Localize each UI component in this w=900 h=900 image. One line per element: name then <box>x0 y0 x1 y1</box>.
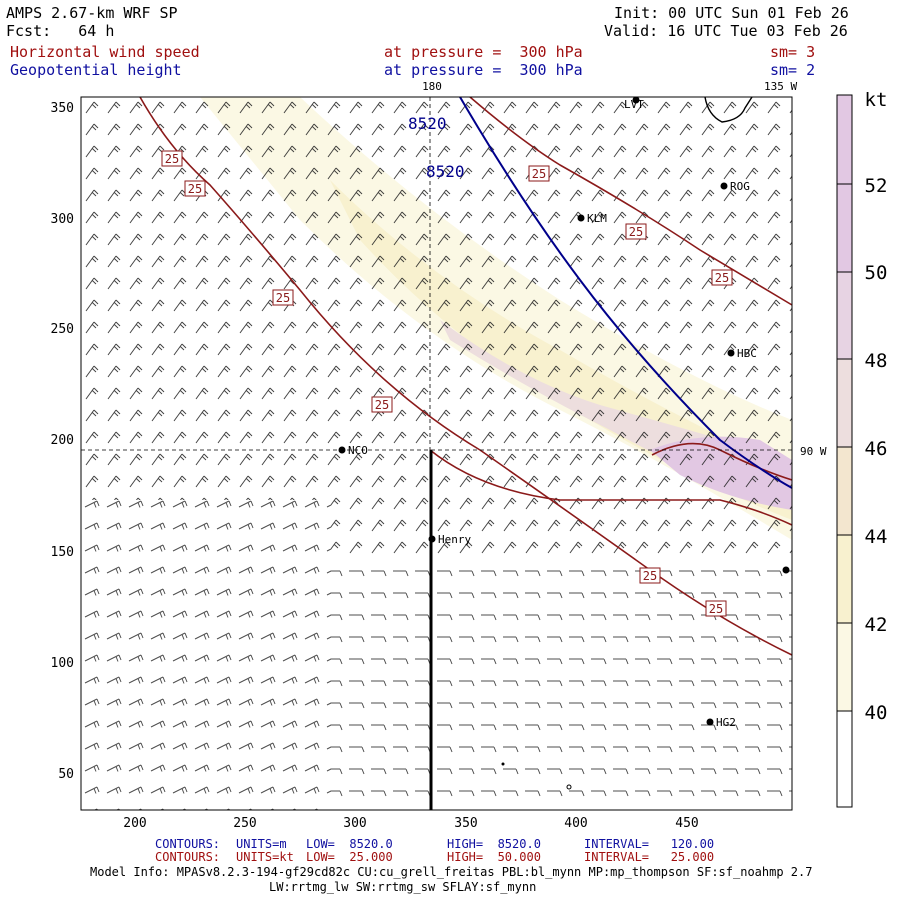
colorbar-label: 46 <box>865 438 888 460</box>
wind-label: 25 <box>715 271 729 285</box>
height-contour-8520 <box>459 97 792 489</box>
station-dot <box>428 535 436 543</box>
wind-label: 25 <box>188 182 202 196</box>
wind-high: HIGH= 50.000 <box>447 850 541 864</box>
field1-smooth: sm= 3 <box>770 43 816 61</box>
forecast-hour: Fcst: 64 h <box>6 22 115 40</box>
model-info-line2: LW:rrtmg_lw SW:rrtmg_sw SFLAY:sf_mynn <box>269 880 537 894</box>
station-dot <box>566 784 572 790</box>
height-interval: INTERVAL= 120.00 <box>584 837 715 851</box>
y-tick-label: 300 <box>51 212 74 227</box>
station-dot <box>501 762 505 766</box>
station-nco: NCO <box>348 444 368 457</box>
y-tick-label: 50 <box>58 767 74 782</box>
wind-label: 25 <box>276 291 290 305</box>
station-dot <box>577 214 585 222</box>
field1-name: Horizontal wind speed <box>10 43 200 61</box>
wind-label: 25 <box>709 602 723 616</box>
station-lvt: LVT <box>624 98 644 111</box>
y-tick-label: 200 <box>51 433 74 448</box>
wind-interval: INTERVAL= 25.000 <box>584 850 715 864</box>
valid-time: Valid: 16 UTC Tue 03 Feb 26 <box>604 22 848 40</box>
coastline <box>704 96 753 123</box>
station-klm: KLM <box>587 212 607 225</box>
wind-contour-labels: 25 25 25 25 25 25 25 25 25 <box>161 150 733 617</box>
height-label: 8520 <box>426 162 465 181</box>
lon-label-135w: 135 W <box>764 80 797 93</box>
x-tick-label: 200 <box>123 816 146 831</box>
station-dot <box>338 446 346 454</box>
x-tick-label: 450 <box>675 816 698 831</box>
colorbar-segment-44 <box>837 447 852 535</box>
height-high: HIGH= 8520.0 <box>447 837 541 851</box>
field2-smooth: sm= 2 <box>770 61 816 79</box>
station-dot <box>720 182 728 190</box>
height-contours <box>459 97 792 489</box>
height-units: UNITS=m <box>236 837 287 851</box>
height-contour-labels: 8520 8520 <box>408 114 465 181</box>
y-tick-label: 350 <box>51 101 74 116</box>
model-info-line1: Model Info: MPASv8.2.3-194-gf29cd82c CU:… <box>90 865 813 879</box>
y-tick-label: 250 <box>51 322 74 337</box>
height-label: 8520 <box>408 114 447 133</box>
wind-barbs-southwest <box>81 500 331 810</box>
colorbar-segment-48 <box>837 272 852 359</box>
stations: ROG KLM HBC NCO Henry HG2 LVT <box>338 96 790 790</box>
lon-label-180: 180 <box>422 80 442 93</box>
colorbar-label: 50 <box>865 262 888 284</box>
y-tick-label: 150 <box>51 545 74 560</box>
x-tick-label: 300 <box>343 816 366 831</box>
wind-units: UNITS=kt <box>236 850 294 864</box>
colorbar-unit: kt <box>865 89 888 111</box>
wind-label: 25 <box>165 152 179 166</box>
colorbar-segment-40 <box>837 623 852 711</box>
model-title: AMPS 2.67-km WRF SP <box>6 4 178 22</box>
station-dot <box>727 349 735 357</box>
field1-level: at pressure = 300 hPa <box>384 43 583 61</box>
station-dot <box>782 566 790 574</box>
colorbar-label: 52 <box>865 175 888 197</box>
station-dot <box>632 96 640 104</box>
station-rog: ROG <box>730 180 750 193</box>
x-axis: 200 250 300 350 400 450 <box>123 816 698 831</box>
wind-label: 25 <box>532 167 546 181</box>
wind-contours-label: CONTOURS: <box>155 850 221 864</box>
y-tick-label: 100 <box>51 656 74 671</box>
field2-name: Geopotential height <box>10 61 182 79</box>
colorbar-label: 40 <box>865 702 888 724</box>
plot-frame <box>80 96 793 811</box>
station-dot <box>706 718 714 726</box>
init-time: Init: 00 UTC Sun 01 Feb 26 <box>614 4 849 22</box>
colorbar: kt 52 50 48 46 44 42 40 <box>836 89 888 808</box>
colorbar-segment-42 <box>837 535 852 623</box>
x-tick-label: 250 <box>233 816 256 831</box>
wind-contour-c <box>429 449 792 526</box>
x-tick-label: 400 <box>564 816 587 831</box>
colorbar-label: 44 <box>865 526 888 548</box>
wind-contour-a <box>139 97 792 656</box>
wind-label: 25 <box>375 398 389 412</box>
colorbar-label: 42 <box>865 614 888 636</box>
wind-low: LOW= 25.000 <box>306 850 393 864</box>
height-contours-label: CONTOURS: <box>155 837 221 851</box>
y-axis: 350 300 250 200 150 100 50 <box>51 101 74 782</box>
wind-label: 25 <box>629 225 643 239</box>
lon-label-90w: 90 W <box>800 445 827 458</box>
colorbar-label: 48 <box>865 350 888 372</box>
wind-label: 25 <box>643 569 657 583</box>
field2-level: at pressure = 300 hPa <box>384 61 583 79</box>
colorbar-segment-46 <box>837 359 852 447</box>
x-tick-label: 350 <box>454 816 477 831</box>
height-low: LOW= 8520.0 <box>306 837 393 851</box>
wind-contour-b <box>469 97 792 306</box>
colorbar-segment-below <box>837 711 852 807</box>
station-henry: Henry <box>438 533 471 546</box>
station-hg2: HG2 <box>716 716 736 729</box>
station-hbc: HBC <box>737 347 757 360</box>
